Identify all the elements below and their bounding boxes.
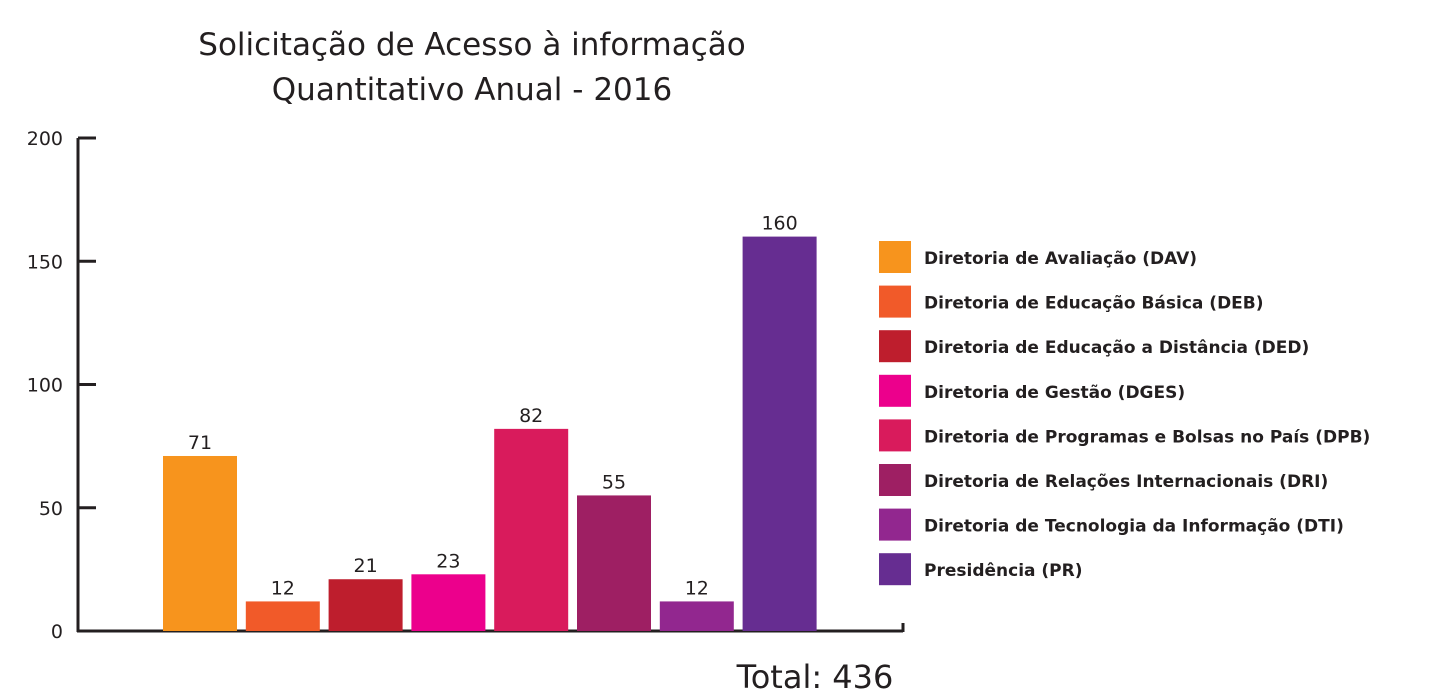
bar (659, 601, 734, 631)
data-label: 160 (761, 213, 797, 235)
legend: Diretoria de Avaliação (DAV) Diretoria de… (879, 241, 1370, 586)
data-label: 23 (436, 550, 460, 572)
legend-swatch (879, 553, 911, 586)
legend-label: Diretoria de Gestão (DGES) (924, 383, 1185, 403)
data-label: 82 (519, 405, 543, 427)
chart-title-line-1: Solicitação de Acesso à informação (198, 27, 745, 63)
legend-label: Diretoria de Tecnologia da Informação (D… (924, 517, 1344, 537)
y-tick-label: 200 (27, 128, 63, 150)
legend-label: Presidência (PR) (924, 561, 1083, 581)
legend-label: Diretoria de Educação Básica (DEB) (924, 294, 1264, 314)
legend-label: Diretoria de Relações Internacionais (DR… (924, 472, 1328, 492)
data-label: 12 (271, 577, 295, 599)
chart-title: Solicitação de Acesso à informação Quant… (198, 27, 745, 108)
data-label: 55 (602, 471, 626, 493)
total-label: Total: 436 (736, 658, 894, 696)
y-tick-label: 150 (27, 251, 63, 273)
legend-swatch (879, 508, 911, 541)
bar (245, 601, 320, 631)
data-label: 12 (685, 577, 709, 599)
y-tick-label: 100 (27, 375, 63, 397)
bar (742, 236, 817, 631)
y-tick-label: 50 (39, 498, 63, 520)
legend-swatch (879, 330, 911, 363)
legend-label: Diretoria de Avaliação (DAV) (924, 249, 1197, 269)
legend-swatch (879, 374, 911, 407)
data-label: 21 (354, 555, 378, 577)
y-tick-label: 0 (51, 621, 63, 643)
legend-label: Diretoria de Educação a Distância (DED) (924, 338, 1309, 358)
bar (328, 579, 403, 631)
data-label: 71 (188, 432, 212, 454)
bar (494, 428, 569, 631)
legend-swatch (879, 285, 911, 318)
legend-label: Diretoria de Programas e Bolsas no País … (924, 427, 1370, 447)
chart-title-line-2: Quantitativo Anual - 2016 (272, 72, 672, 108)
bar (411, 574, 486, 631)
legend-swatch (879, 419, 911, 452)
bars: 71 12 21 23 82 55 12 160 (163, 213, 817, 631)
legend-swatch (879, 464, 911, 496)
legend-swatch (879, 241, 911, 273)
bar (577, 495, 651, 631)
bar (163, 455, 237, 631)
